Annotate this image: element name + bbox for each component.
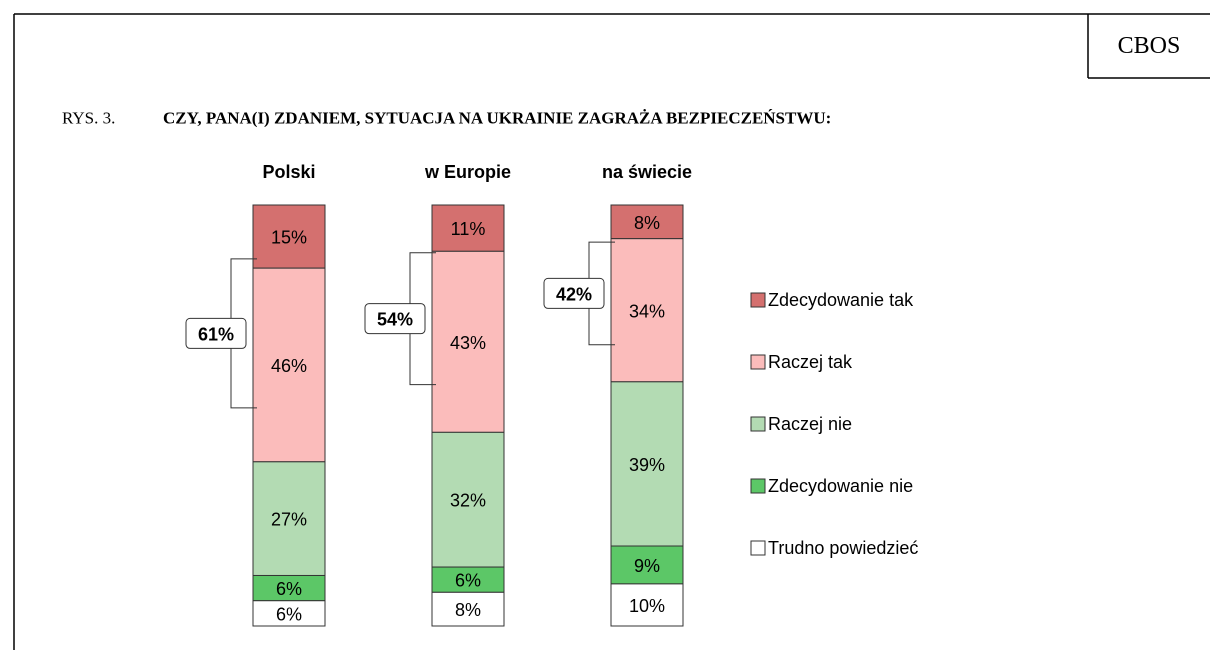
chart-title: CZY, PANA(I) ZDANIEM, SYTUACJA NA UKRAIN… [163,109,831,128]
value-label: 34% [629,301,665,321]
legend-label: Trudno powiedzieć [768,538,918,558]
bracket-label: 42% [556,284,592,304]
bar-segment [252,600,326,627]
value-label: 43% [450,333,486,353]
legend-label: Zdecydowanie nie [768,476,913,496]
bar-segment [431,591,505,627]
bracket-box [185,317,247,349]
value-label: 6% [276,579,302,599]
bar-segment [431,431,505,568]
category-label: Polski [262,162,315,182]
bar-segment [252,461,326,576]
bar-segment [431,250,505,433]
category-label: na świecie [602,162,692,182]
value-label: 9% [634,556,660,576]
legend-swatch [750,354,766,370]
legend-label: Zdecydowanie tak [768,290,914,310]
bar-segment [431,204,505,252]
legend-swatch [750,416,766,432]
bar-segment [610,204,684,240]
bracket-label: 61% [198,324,234,344]
legend-label: Raczej nie [768,414,852,434]
value-label: 32% [450,491,486,511]
legend-swatch [750,540,766,556]
value-label: 6% [276,604,302,624]
bar-segment [610,583,684,627]
bar-segment [610,238,684,383]
bracket-box [364,303,426,335]
value-label: 46% [271,356,307,376]
figure-label: RYS. 3. [62,109,115,128]
source: CBOS [1118,33,1181,59]
legend-swatch [750,478,766,494]
bracket-box [543,277,605,309]
bar-segment [252,574,326,602]
value-label: 11% [451,219,486,239]
value-label: 39% [629,455,665,475]
value-label: 8% [634,213,660,233]
legend-swatch [750,292,766,308]
bar-segment [252,204,326,269]
value-label: 6% [455,571,481,591]
value-label: 27% [271,510,307,530]
value-label: 8% [455,600,481,620]
value-label: 15% [271,228,307,248]
legend-label: Raczej tak [768,352,853,372]
category-label: w Europie [424,162,511,182]
bracket-label: 54% [377,310,413,330]
value-label: 10% [629,596,665,616]
